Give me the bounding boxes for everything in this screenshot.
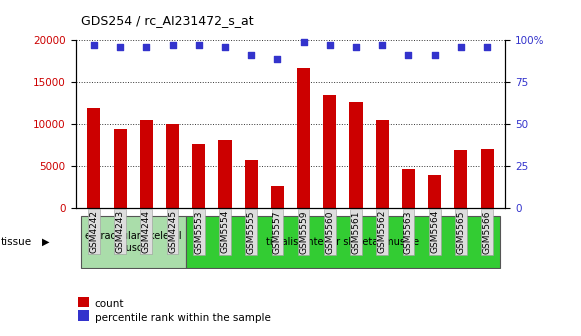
- Point: [220, 44, 229, 50]
- Text: tibialis anterior skeletal muscle: tibialis anterior skeletal muscle: [266, 237, 419, 247]
- Bar: [297, 68, 310, 208]
- Point: [246, 53, 256, 58]
- Point: [430, 53, 439, 58]
- Text: GDS254 / rc_AI231472_s_at: GDS254 / rc_AI231472_s_at: [81, 14, 254, 27]
- Point: [194, 43, 203, 48]
- Text: GSM5562: GSM5562: [378, 210, 387, 253]
- Bar: [87, 108, 101, 208]
- Text: GSM5559: GSM5559: [299, 210, 308, 253]
- Text: extraocular skeletal
muscle: extraocular skeletal muscle: [85, 231, 181, 253]
- Bar: [480, 149, 494, 208]
- Bar: [271, 185, 284, 208]
- Point: [456, 44, 465, 50]
- Bar: [428, 175, 441, 208]
- Text: GSM4243: GSM4243: [116, 210, 124, 253]
- Bar: [113, 128, 127, 208]
- FancyBboxPatch shape: [186, 216, 500, 268]
- Text: GSM5555: GSM5555: [247, 210, 256, 253]
- Point: [89, 43, 99, 48]
- Point: [325, 43, 335, 48]
- Text: ▶: ▶: [42, 237, 49, 247]
- Point: [299, 39, 309, 45]
- Point: [352, 44, 361, 50]
- Bar: [350, 101, 363, 208]
- Bar: [192, 144, 205, 208]
- Text: percentile rank within the sample: percentile rank within the sample: [95, 312, 271, 323]
- Text: GSM5553: GSM5553: [194, 210, 203, 253]
- Text: GSM5566: GSM5566: [483, 210, 492, 253]
- Bar: [454, 151, 468, 208]
- Text: GSM5554: GSM5554: [220, 210, 229, 253]
- Text: count: count: [95, 299, 124, 309]
- Point: [116, 44, 125, 50]
- Point: [378, 43, 387, 48]
- Text: GSM5557: GSM5557: [273, 210, 282, 253]
- Text: GSM5563: GSM5563: [404, 210, 413, 253]
- Point: [482, 44, 492, 50]
- Point: [272, 56, 282, 61]
- Point: [404, 53, 413, 58]
- Text: tissue: tissue: [1, 237, 32, 247]
- Point: [142, 44, 151, 50]
- Text: GSM4242: GSM4242: [89, 210, 98, 253]
- Text: GSM5565: GSM5565: [457, 210, 465, 253]
- Bar: [166, 124, 179, 208]
- Bar: [218, 140, 231, 208]
- Text: GSM5561: GSM5561: [352, 210, 361, 253]
- Bar: [140, 120, 153, 208]
- Bar: [323, 95, 336, 208]
- Bar: [402, 169, 415, 208]
- Text: GSM4244: GSM4244: [142, 210, 151, 253]
- Text: GSM5560: GSM5560: [325, 210, 334, 253]
- Bar: [245, 161, 258, 208]
- Bar: [376, 120, 389, 208]
- FancyBboxPatch shape: [81, 216, 186, 268]
- Text: GSM4245: GSM4245: [168, 210, 177, 253]
- Text: GSM5564: GSM5564: [430, 210, 439, 253]
- Point: [168, 43, 177, 48]
